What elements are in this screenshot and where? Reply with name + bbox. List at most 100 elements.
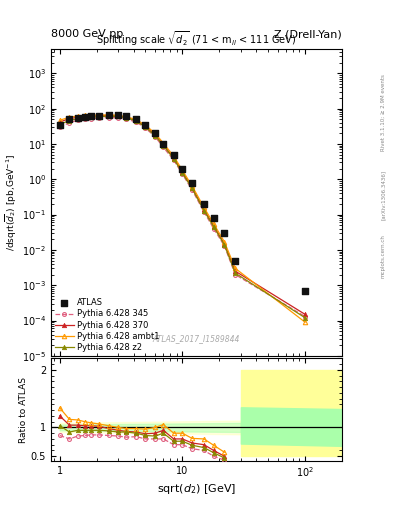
Title: Splitting scale $\sqrt{d_2}$ (71 < m$_{ll}$ < 111 GeV): Splitting scale $\sqrt{d_2}$ (71 < m$_{l… xyxy=(96,30,297,49)
Pythia 6.428 z2 xyxy=(75,116,80,122)
Pythia 6.428 370 xyxy=(180,169,185,175)
Pythia 6.428 370 xyxy=(57,119,62,125)
Pythia 6.428 345 xyxy=(97,115,102,121)
Pythia 6.428 370 xyxy=(171,155,176,161)
Pythia 6.428 370 xyxy=(153,132,158,138)
Pythia 6.428 ambt1 xyxy=(124,114,129,120)
Pythia 6.428 370 xyxy=(190,184,195,190)
Pythia 6.428 z2 xyxy=(143,124,148,130)
ATLAS xyxy=(57,121,63,129)
ATLAS xyxy=(189,179,195,187)
ATLAS xyxy=(142,121,149,129)
Pythia 6.428 345 xyxy=(124,116,129,122)
Pythia 6.428 z2 xyxy=(134,118,138,124)
Pythia 6.428 ambt1 xyxy=(106,112,111,118)
Pythia 6.428 ambt1 xyxy=(153,130,158,136)
ATLAS xyxy=(201,200,207,208)
Pythia 6.428 z2 xyxy=(202,207,206,214)
Pythia 6.428 z2 xyxy=(211,224,216,230)
Line: Pythia 6.428 ambt1: Pythia 6.428 ambt1 xyxy=(57,113,307,325)
Pythia 6.428 345 xyxy=(106,115,111,121)
Pythia 6.428 z2 xyxy=(57,121,62,127)
Y-axis label: Ratio to ATLAS: Ratio to ATLAS xyxy=(19,377,28,442)
Pythia 6.428 370 xyxy=(124,115,129,121)
Text: Z (Drell-Yan): Z (Drell-Yan) xyxy=(274,29,342,39)
Pythia 6.428 370 xyxy=(233,268,238,274)
Pythia 6.428 z2 xyxy=(106,113,111,119)
Pythia 6.428 z2 xyxy=(124,115,129,121)
Pythia 6.428 370 xyxy=(83,113,87,119)
ATLAS xyxy=(160,140,167,148)
Pythia 6.428 370 xyxy=(211,223,216,229)
Pythia 6.428 345 xyxy=(116,115,121,121)
Pythia 6.428 ambt1 xyxy=(202,204,206,210)
Pythia 6.428 z2 xyxy=(161,142,166,148)
Pythia 6.428 z2 xyxy=(153,133,158,139)
Pythia 6.428 ambt1 xyxy=(233,265,238,271)
Pythia 6.428 370 xyxy=(75,114,80,120)
Text: 8000 GeV pp: 8000 GeV pp xyxy=(51,29,123,39)
ATLAS xyxy=(115,111,121,119)
Pythia 6.428 ambt1 xyxy=(116,112,121,118)
Pythia 6.428 ambt1 xyxy=(303,319,307,325)
Y-axis label: d$\sigma$
/dsqrt($\overline{d}_2$) [pb,GeV$^{-1}$]: d$\sigma$ /dsqrt($\overline{d}_2$) [pb,G… xyxy=(0,154,19,251)
Pythia 6.428 ambt1 xyxy=(67,114,72,120)
Pythia 6.428 345 xyxy=(222,243,227,249)
ATLAS xyxy=(152,129,158,137)
ATLAS xyxy=(82,113,88,121)
Pythia 6.428 ambt1 xyxy=(57,117,62,123)
Pythia 6.428 370 xyxy=(97,113,102,119)
Pythia 6.428 345 xyxy=(89,116,94,122)
Pythia 6.428 345 xyxy=(190,187,195,193)
Pythia 6.428 345 xyxy=(303,313,307,319)
Text: mcplots.cern.ch: mcplots.cern.ch xyxy=(381,234,386,278)
Pythia 6.428 ambt1 xyxy=(211,221,216,227)
Text: [arXiv:1306.3436]: [arXiv:1306.3436] xyxy=(381,169,386,220)
Pythia 6.428 ambt1 xyxy=(97,112,102,118)
Pythia 6.428 345 xyxy=(83,116,87,122)
Pythia 6.428 345 xyxy=(233,271,238,278)
Pythia 6.428 345 xyxy=(202,209,206,215)
Pythia 6.428 z2 xyxy=(180,170,185,176)
Line: Pythia 6.428 345: Pythia 6.428 345 xyxy=(58,116,307,318)
Pythia 6.428 ambt1 xyxy=(190,183,195,189)
Pythia 6.428 z2 xyxy=(233,270,238,276)
Pythia 6.428 345 xyxy=(75,117,80,123)
Legend: ATLAS, Pythia 6.428 345, Pythia 6.428 370, Pythia 6.428 ambt1, Pythia 6.428 z2: ATLAS, Pythia 6.428 345, Pythia 6.428 37… xyxy=(55,298,160,352)
Pythia 6.428 370 xyxy=(222,241,227,247)
Pythia 6.428 345 xyxy=(180,171,185,177)
Pythia 6.428 ambt1 xyxy=(134,117,138,123)
Pythia 6.428 z2 xyxy=(222,242,227,248)
ATLAS xyxy=(179,164,185,173)
ATLAS xyxy=(232,257,239,265)
Pythia 6.428 345 xyxy=(143,125,148,131)
Pythia 6.428 ambt1 xyxy=(171,153,176,159)
X-axis label: sqrt($d_2$) [GeV]: sqrt($d_2$) [GeV] xyxy=(157,482,236,496)
Pythia 6.428 370 xyxy=(134,117,138,123)
Pythia 6.428 345 xyxy=(161,144,166,151)
Pythia 6.428 ambt1 xyxy=(83,113,87,119)
Pythia 6.428 370 xyxy=(143,123,148,130)
Pythia 6.428 370 xyxy=(202,206,206,212)
Pythia 6.428 ambt1 xyxy=(161,140,166,146)
Pythia 6.428 370 xyxy=(161,142,166,148)
Pythia 6.428 370 xyxy=(106,113,111,119)
Pythia 6.428 345 xyxy=(153,134,158,140)
Pythia 6.428 ambt1 xyxy=(89,112,94,118)
Pythia 6.428 ambt1 xyxy=(143,122,148,128)
ATLAS xyxy=(88,112,94,120)
Pythia 6.428 z2 xyxy=(116,113,121,119)
Pythia 6.428 370 xyxy=(89,113,94,119)
ATLAS xyxy=(123,112,130,120)
Text: ATLAS_2017_I1589844: ATLAS_2017_I1589844 xyxy=(153,334,240,344)
Pythia 6.428 370 xyxy=(303,311,307,317)
Line: Pythia 6.428 370: Pythia 6.428 370 xyxy=(57,113,307,316)
Pythia 6.428 ambt1 xyxy=(222,239,227,245)
Pythia 6.428 ambt1 xyxy=(75,113,80,119)
Pythia 6.428 z2 xyxy=(171,156,176,162)
Pythia 6.428 z2 xyxy=(303,315,307,321)
ATLAS xyxy=(105,111,112,119)
Pythia 6.428 z2 xyxy=(83,115,87,121)
Pythia 6.428 345 xyxy=(67,120,72,126)
Pythia 6.428 370 xyxy=(67,116,72,122)
